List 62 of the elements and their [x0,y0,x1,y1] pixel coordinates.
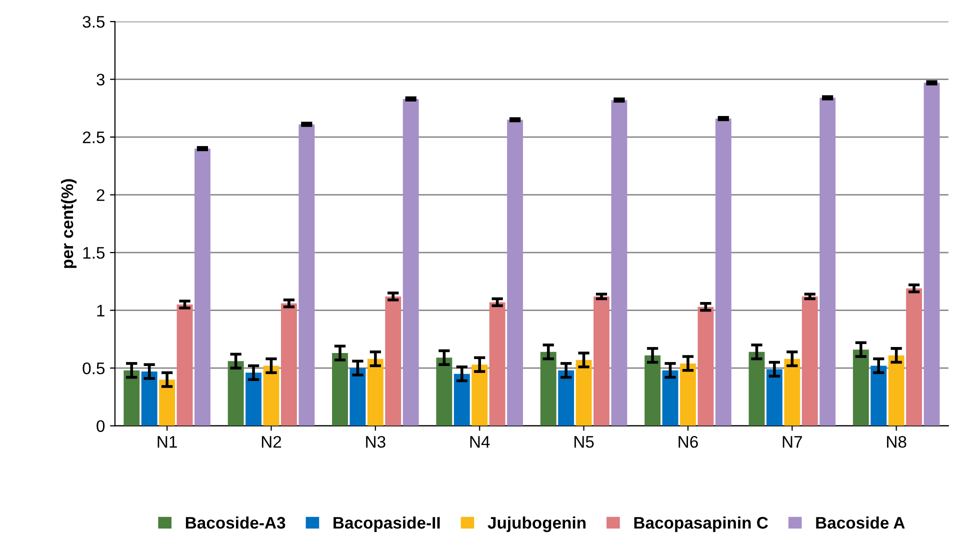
legend-label: Jujubogenin [488,516,586,532]
y-tick-label: 3.5 [82,16,105,28]
bar [436,358,452,426]
legend-label: Bacopasapinin C [634,516,768,532]
x-tick-label: N4 [470,436,490,448]
bar [906,288,922,426]
bar [176,304,193,426]
legend-label: Bacoside A [816,516,905,529]
legend-label: Bacopaside-II [334,516,440,532]
bar [454,374,470,426]
bar [141,372,158,426]
bar [385,296,402,426]
bar [820,98,836,426]
bar [558,370,574,426]
bar [194,148,210,426]
legend-label: Bacoside-A3 [186,516,286,529]
bar [332,353,348,426]
bar [748,352,765,426]
bar [228,361,244,426]
bar [715,118,732,426]
bar [507,120,523,426]
y-tick-label: 0.5 [82,362,105,374]
bar [159,380,176,426]
x-tick-label: N1 [158,436,177,448]
y-tick-label: 1 [97,304,104,316]
bar [280,303,297,426]
bar [802,296,818,426]
bar [924,82,940,426]
bar [489,302,506,426]
bar [263,366,280,426]
bar [644,355,661,426]
y-tick-label: 1.5 [83,247,105,259]
x-tick-label: N3 [366,436,386,448]
bar [594,296,610,426]
bar [576,360,592,426]
bar [472,364,488,426]
bar [698,306,714,426]
bar [870,366,887,426]
x-tick-label: N8 [887,436,906,448]
y-axis-title: per cent(%) [60,179,77,268]
y-tick-label: 3 [96,74,105,86]
bar [611,100,628,426]
x-tick-label: N6 [678,436,698,448]
x-tick-label: N7 [782,436,802,448]
bar [784,358,800,426]
y-tick-label: 0 [96,420,105,432]
bar [766,369,782,426]
bar [402,98,419,426]
bar [662,370,678,426]
bar [852,350,869,426]
bar [888,355,904,426]
bar [680,363,696,426]
x-tick-label: N2 [262,436,282,448]
x-tick-label: N5 [574,436,594,448]
bar [298,124,315,426]
bar [124,370,140,426]
bar [540,352,556,426]
bar [246,372,262,426]
y-tick-label: 2.5 [82,131,105,144]
y-tick-label: 2 [96,189,104,201]
bar [350,368,366,426]
bar [367,358,384,426]
